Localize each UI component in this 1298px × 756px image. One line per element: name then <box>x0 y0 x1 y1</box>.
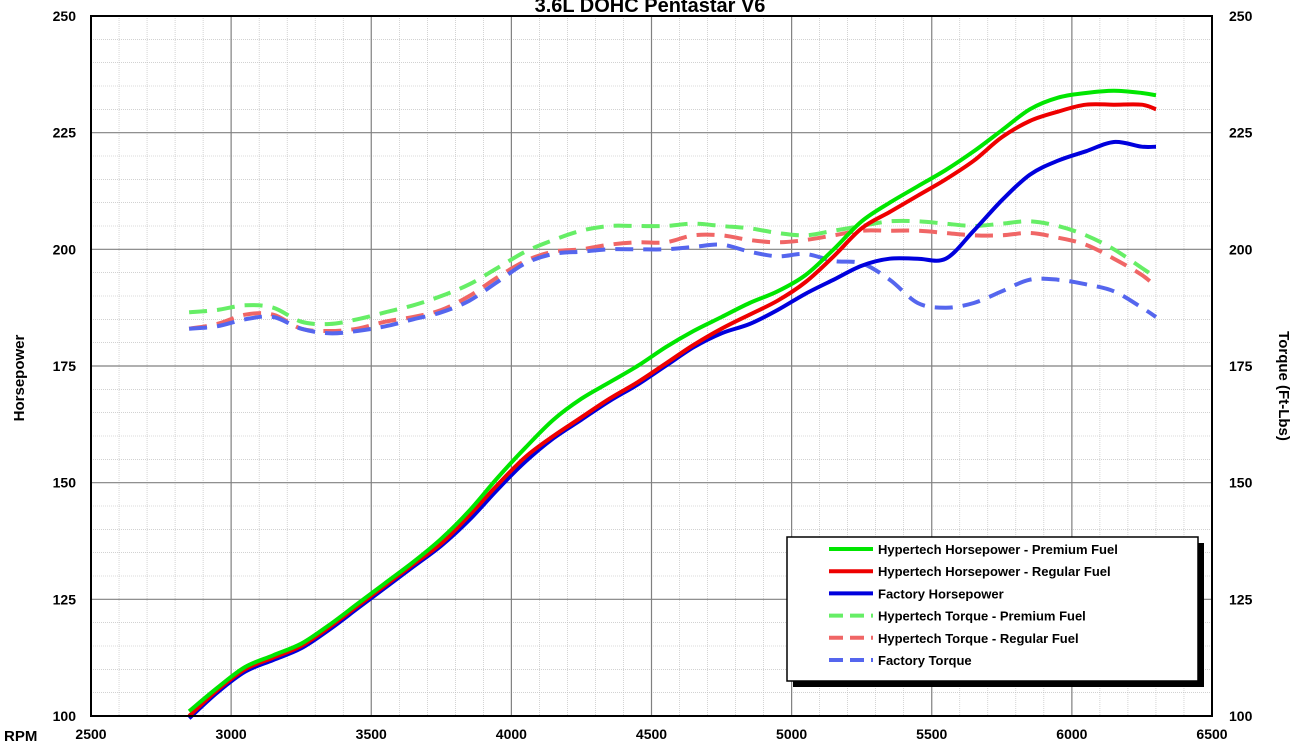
y2-tick-label: 250 <box>1229 8 1253 24</box>
chart-title: 3.6L DOHC Pentastar V6 <box>535 0 766 17</box>
y2-tick-labels: 100 125 150 175 200 225 250 <box>1229 8 1253 724</box>
x-tick-label: 4000 <box>496 726 527 742</box>
series-line-1 <box>187 88 1157 713</box>
x-tick-labels: 2500 3000 3500 4000 4500 5000 5500 6000 6500 <box>75 726 1227 742</box>
legend-label-1: Hypertech Horsepower - Premium Fuel <box>878 542 1118 557</box>
y2-tick-label: 175 <box>1229 358 1253 374</box>
x-tick-label: 3500 <box>356 726 387 742</box>
x-tick-label: 6000 <box>1056 726 1087 742</box>
y-tick-label: 100 <box>53 708 77 724</box>
legend-label-2: Hypertech Horsepower - Regular Fuel <box>878 564 1111 579</box>
series-line-5 <box>188 228 1158 334</box>
series-line-6 <box>188 242 1158 336</box>
y-tick-label: 125 <box>53 591 77 607</box>
y-tick-label: 225 <box>53 125 77 141</box>
y2-tick-label: 200 <box>1229 241 1253 257</box>
x-tick-label: 2500 <box>75 726 106 742</box>
y2-tick-label: 100 <box>1229 708 1253 724</box>
legend-label-3: Factory Horsepower <box>878 586 1004 601</box>
series-line-4 <box>188 218 1158 327</box>
x-tick-label: 5500 <box>916 726 947 742</box>
y-tick-label: 200 <box>53 241 77 257</box>
y-tick-label: 175 <box>53 358 77 374</box>
y2-tick-label: 125 <box>1229 591 1253 607</box>
legend-label-6: Factory Torque <box>878 653 972 668</box>
legend-items: Hypertech Horsepower - Premium Fuel Hyper… <box>829 542 1118 668</box>
y-tick-label: 250 <box>53 8 77 24</box>
legend-label-5: Hypertech Torque - Regular Fuel <box>878 631 1079 646</box>
y2-tick-label: 150 <box>1229 475 1253 491</box>
y2-axis-title: Torque (Ft-Lbs) <box>1275 331 1292 441</box>
legend-box <box>786 536 1199 682</box>
plot-frame <box>90 15 1213 717</box>
x-tick-label: 4500 <box>636 726 667 742</box>
series-layer <box>187 88 1158 720</box>
x-tick-label: 3000 <box>216 726 247 742</box>
x-axis-title: RPM <box>4 728 37 745</box>
y-axis-title: Horsepower <box>11 334 28 421</box>
x-tick-label: 5000 <box>776 726 807 742</box>
y-tick-labels: 100 125 150 175 200 225 250 <box>53 8 77 724</box>
y2-tick-label: 225 <box>1229 125 1253 141</box>
legend: Hypertech Horsepower - Premium Fuel Hyper… <box>786 536 1204 687</box>
y-tick-label: 150 <box>53 475 77 491</box>
x-tick-label: 6500 <box>1196 726 1227 742</box>
legend-label-4: Hypertech Torque - Premium Fuel <box>878 609 1086 624</box>
